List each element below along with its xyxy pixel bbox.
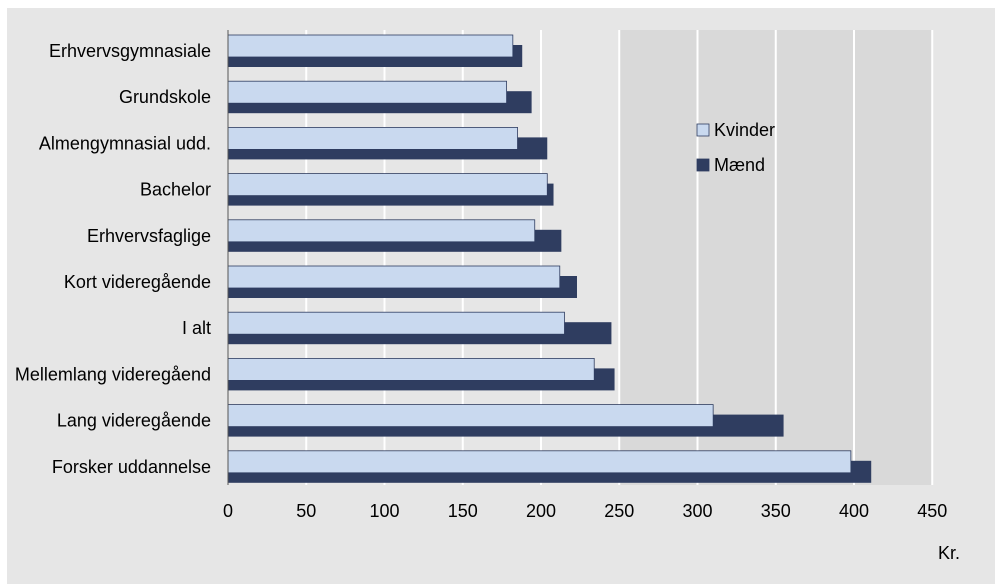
bar-kvinder: [227, 219, 536, 243]
bar-chart: Erhvervsgymnasiale Grundskole Almengymnasi…: [15, 30, 960, 563]
legend-label: Kvinder: [714, 120, 775, 140]
category-label: Mellemlang videregåend: [15, 364, 211, 384]
bar-kvinder: [227, 265, 561, 289]
category-label: Bachelor: [140, 180, 211, 200]
x-tick-label: 400: [839, 501, 869, 521]
bar-kvinder: [227, 450, 852, 474]
bars: [227, 30, 872, 485]
category-labels: Erhvervsgymnasiale Grundskole Almengymnasi…: [15, 41, 211, 477]
bar-kvinder: [227, 34, 514, 58]
category-label: Erhvervsgymnasiale: [49, 41, 211, 61]
legend-swatch: [696, 158, 710, 172]
x-axis-label: Kr.: [938, 543, 960, 563]
x-tick-label: 150: [448, 501, 478, 521]
chart-area: Erhvervsgymnasiale Grundskole Almengymnasi…: [7, 8, 995, 584]
category-label: Forsker uddannelse: [52, 457, 211, 477]
x-tick-label: 200: [526, 501, 556, 521]
bar-kvinder: [227, 173, 548, 197]
category-label: I alt: [182, 318, 211, 338]
category-label: Erhvervsfaglige: [87, 226, 211, 246]
category-label: Kort videregående: [64, 272, 211, 292]
category-label: Grundskole: [119, 87, 211, 107]
category-label: Almengymnasial udd.: [39, 133, 211, 153]
x-tick-label: 100: [369, 501, 399, 521]
category-label: Lang videregående: [57, 411, 211, 431]
x-tick-label: 50: [296, 501, 316, 521]
bar-kvinder: [227, 311, 565, 335]
x-tick-label: 250: [604, 501, 634, 521]
x-tick-label: 300: [682, 501, 712, 521]
legend-swatch: [696, 123, 710, 137]
legend: Kvinder Mænd: [696, 120, 775, 175]
x-tick-label: 450: [917, 501, 947, 521]
bar-kvinder: [227, 404, 714, 428]
x-tick-label: 0: [223, 501, 233, 521]
bar-kvinder: [227, 127, 518, 150]
x-tick-label: 350: [761, 501, 791, 521]
bar-kvinder: [227, 80, 507, 104]
legend-label: Mænd: [714, 155, 765, 175]
bar-kvinder: [227, 357, 595, 381]
x-tick-labels: 0 50 100 150 200 250 300 350 400 450: [223, 501, 947, 521]
